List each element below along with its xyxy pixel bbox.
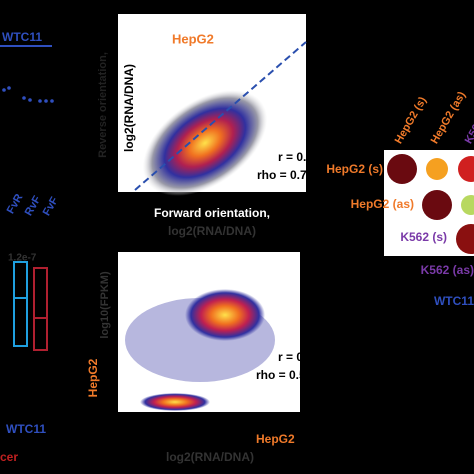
x-label: Sense orientation: [148, 432, 249, 446]
diagonal: [134, 41, 307, 191]
box: [13, 261, 28, 347]
x-tick-label: 0: [199, 192, 205, 204]
cell-label: WTC11: [2, 30, 42, 44]
column-label: HepG2 (as): [429, 89, 469, 146]
x-label-cell: HepG2: [256, 432, 295, 446]
x-tick-label: 0: [199, 414, 205, 426]
x-label: log2(RNA/DNA): [166, 450, 254, 464]
x-tick-label: 4: [280, 192, 287, 204]
p-value: 1.2e-7: [8, 253, 37, 264]
y-label-cell: HepG2: [86, 358, 100, 397]
stat: r = 0.74: [278, 150, 320, 164]
plot-title: HepG2: [172, 31, 214, 46]
cell-label: WTC11: [6, 422, 46, 436]
x-tick-label: 2: [239, 192, 245, 204]
x-label: log2(RNA/DNA): [168, 224, 256, 238]
cell: [422, 190, 452, 220]
y-tick-label: 0: [108, 366, 114, 378]
row-label: HepG2 (as): [351, 197, 414, 211]
box: [33, 267, 48, 351]
dots: [2, 86, 54, 103]
cell: [387, 154, 417, 184]
cell: [426, 158, 448, 180]
y-label: log2(RNA/DNA): [122, 64, 136, 152]
orientation: FvF: [41, 195, 61, 218]
density: [140, 393, 210, 411]
row-label: K562 (s): [400, 230, 447, 244]
y-label-outer: Reverse orientation,: [97, 52, 109, 158]
x-label: Forward orientation,: [154, 206, 270, 220]
density: [142, 90, 268, 196]
y-tick-label: -1: [104, 396, 114, 408]
x-tick-label: 1: [235, 414, 241, 426]
stat: r = 0.57: [278, 350, 320, 364]
x-tick-label: -2: [155, 192, 165, 204]
column-label: K562 (s): [463, 103, 474, 146]
cell: [461, 195, 474, 215]
density: [185, 289, 265, 341]
x-tick-label: -1: [157, 414, 167, 426]
cell: [456, 224, 474, 254]
row-label: WTC11: [434, 294, 474, 308]
note: cer: [0, 450, 18, 464]
cell: [458, 156, 474, 182]
stat: rho = 0.56: [256, 368, 313, 382]
row-label: HepG2 (s): [326, 162, 383, 176]
column-label: HepG2 (s): [393, 95, 430, 146]
row-label: K562 (as): [421, 263, 474, 277]
y-label: log10(FPKM): [99, 271, 111, 339]
orientation: RvF: [23, 194, 44, 218]
stat: rho = 0.71: [257, 168, 314, 182]
